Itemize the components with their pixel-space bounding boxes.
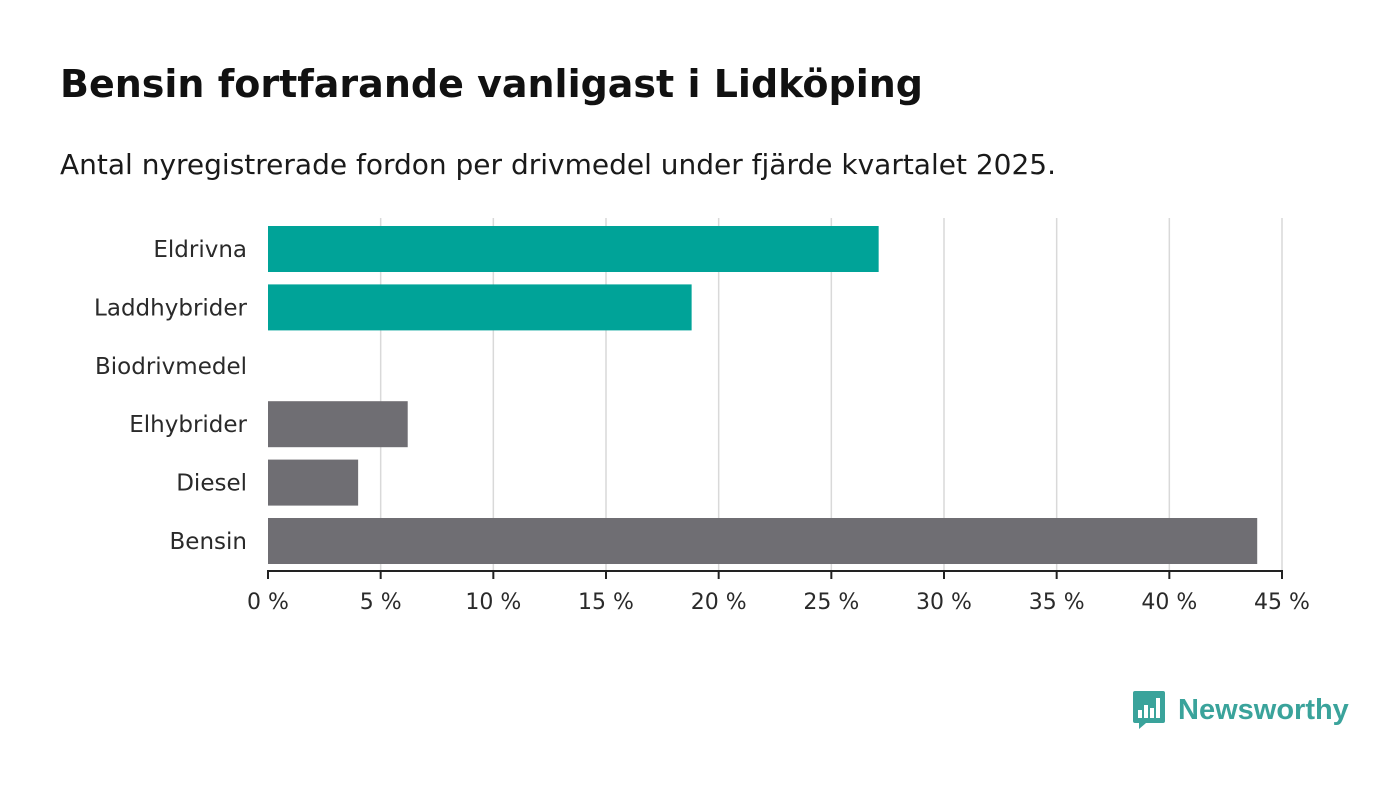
x-tick-label: 35 % — [1029, 590, 1085, 615]
x-tick-label: 25 % — [803, 590, 859, 615]
category-label: Biodrivmedel — [95, 354, 247, 380]
x-tick-label: 20 % — [691, 590, 747, 615]
x-axis: 0 % 5 % 10 % 15 % 20 % 25 % 30 % 35 % 40 % 45 % — [247, 570, 1310, 615]
category-label: Bensin — [170, 529, 247, 555]
x-tick-label: 40 % — [1141, 590, 1197, 615]
x-tick-label: 30 % — [916, 590, 972, 615]
bar-eldrivna — [268, 226, 879, 272]
x-tick-label: 45 % — [1254, 590, 1310, 615]
x-tick-label: 0 % — [247, 590, 289, 615]
bar-laddhybrider — [268, 284, 692, 331]
category-label: Laddhybrider — [94, 295, 247, 321]
bars — [268, 226, 1258, 564]
category-label: Diesel — [176, 471, 247, 497]
category-labels: Eldrivna Laddhybrider Biodrivmedel Elhybrid… — [94, 237, 247, 555]
brand-name: Newsworthy — [1178, 693, 1349, 726]
bar-chart-speech-bubble-icon — [1133, 691, 1165, 729]
x-tick-label: 15 % — [578, 590, 634, 615]
category-label: Eldrivna — [153, 237, 247, 263]
newsworthy-logo: Newsworthy — [1132, 690, 1349, 730]
bar-diesel — [268, 459, 359, 506]
chart-title: Bensin fortfarande vanligast i Lidköping — [60, 62, 923, 106]
x-tick-label: 10 % — [465, 590, 521, 615]
bar-bensin — [268, 518, 1258, 564]
grid-lines — [379, 218, 1283, 571]
bar-elhybrider — [268, 401, 408, 448]
x-tick-label: 5 % — [360, 590, 402, 615]
category-label: Elhybrider — [129, 412, 247, 438]
chart-subtitle: Antal nyregistrerade fordon per drivmede… — [60, 148, 1057, 181]
